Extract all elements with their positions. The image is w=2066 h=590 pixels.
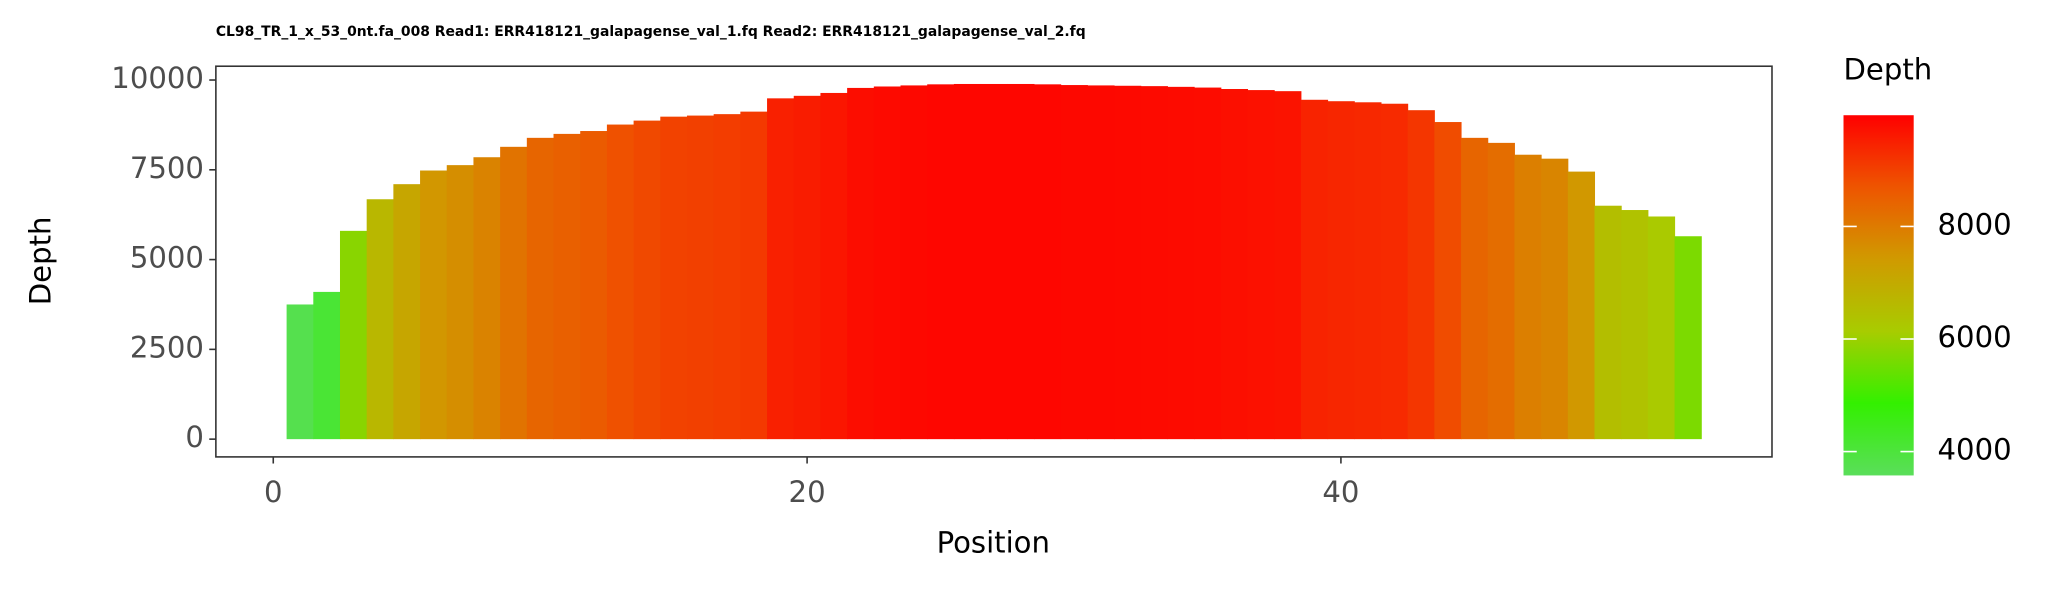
bar (606, 124, 635, 440)
bar (313, 291, 341, 440)
bar (927, 84, 955, 440)
bar (1541, 158, 1569, 440)
bar (1434, 122, 1462, 440)
bar (580, 131, 608, 440)
bar (740, 111, 768, 440)
bar (393, 184, 421, 440)
legend-label: 8000 (1938, 207, 2012, 241)
bar (1407, 110, 1435, 440)
bar (1647, 216, 1676, 440)
bar (1007, 83, 1035, 440)
bar (873, 86, 902, 440)
bar (420, 170, 448, 440)
bar (1461, 137, 1489, 440)
bar (847, 87, 875, 440)
bar (980, 83, 1008, 440)
bar (553, 133, 581, 440)
bar (446, 165, 474, 440)
bar (1274, 91, 1302, 440)
bar (1567, 171, 1596, 440)
y-axis-title: Depth (23, 217, 57, 306)
y-tick-label: 10000 (111, 61, 204, 95)
bar (366, 199, 394, 440)
y-tick-label: 7500 (130, 151, 204, 185)
bar (286, 304, 314, 440)
bar (1087, 85, 1115, 440)
bar (473, 157, 501, 440)
legend-title: Depth (1844, 53, 1933, 87)
x-tick-label: 40 (1322, 475, 1359, 509)
bar (1167, 86, 1195, 440)
bar (686, 115, 715, 440)
bar (1033, 84, 1062, 440)
bar (1114, 85, 1142, 440)
bar (1594, 205, 1622, 440)
y-tick-label: 2500 (130, 330, 204, 364)
bar (767, 98, 795, 440)
bar (339, 230, 368, 440)
bar (633, 120, 661, 440)
bar (900, 85, 928, 440)
bar (713, 114, 741, 440)
bar (1674, 236, 1702, 440)
y-tick-label: 0 (185, 420, 204, 454)
bar (1194, 87, 1222, 440)
bar (1327, 101, 1355, 440)
bar (820, 92, 848, 440)
bar (1140, 86, 1168, 440)
bar (1621, 210, 1649, 440)
colorbar (1843, 115, 1914, 476)
bar (660, 116, 688, 440)
bar (1247, 90, 1275, 440)
bar (1354, 102, 1382, 440)
bar (1300, 99, 1329, 440)
legend-label: 4000 (1938, 433, 2012, 467)
bar (1060, 85, 1088, 440)
bar (1514, 154, 1542, 440)
bar (1220, 89, 1249, 440)
bar (1487, 142, 1515, 440)
x-axis-title: Position (937, 525, 1050, 559)
chart-title: CL98_TR_1_x_53_0nt.fa_008 Read1: ERR4181… (216, 24, 1086, 40)
x-tick-label: 0 (264, 475, 283, 509)
bar (526, 137, 555, 440)
bar (1380, 103, 1409, 440)
legend-label: 6000 (1938, 320, 2012, 354)
x-tick-label: 20 (789, 475, 826, 509)
bar (793, 95, 821, 440)
bar (500, 146, 528, 440)
y-tick-label: 5000 (130, 241, 204, 275)
bar (953, 83, 982, 440)
plot-border (215, 65, 1773, 458)
